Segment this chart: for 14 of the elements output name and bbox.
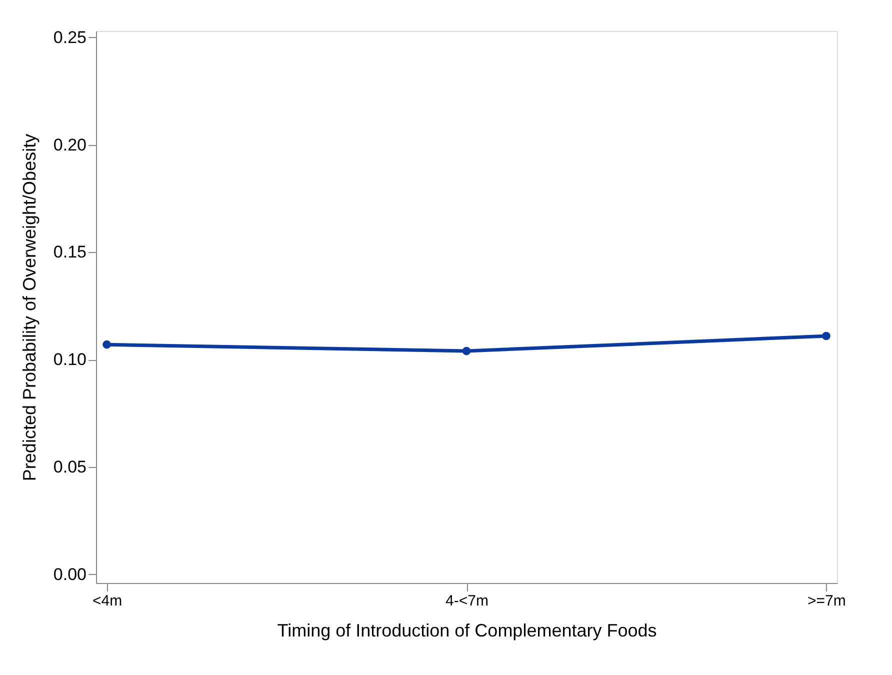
y-tick-label: 0.00 [53,564,86,584]
x-tick-label: 4-<7m [446,592,488,610]
y-tick-label: 0.20 [53,135,86,154]
y-tick-label: 0.05 [53,458,86,477]
y-tick-label: 0.15 [53,242,86,262]
x-axis-title: Timing of Introduction of Complementary Foods [277,620,657,640]
y-axis-title: Predicted Probability of Overweight/Obesity [19,134,40,482]
x-tick-label: <4m [92,592,122,610]
x-tick-label: >=7m [808,592,846,610]
y-tick-label: 0.25 [53,28,86,47]
point [462,346,471,356]
y-tick-label: 0.10 [53,350,86,370]
point [102,340,111,349]
point [822,332,830,340]
